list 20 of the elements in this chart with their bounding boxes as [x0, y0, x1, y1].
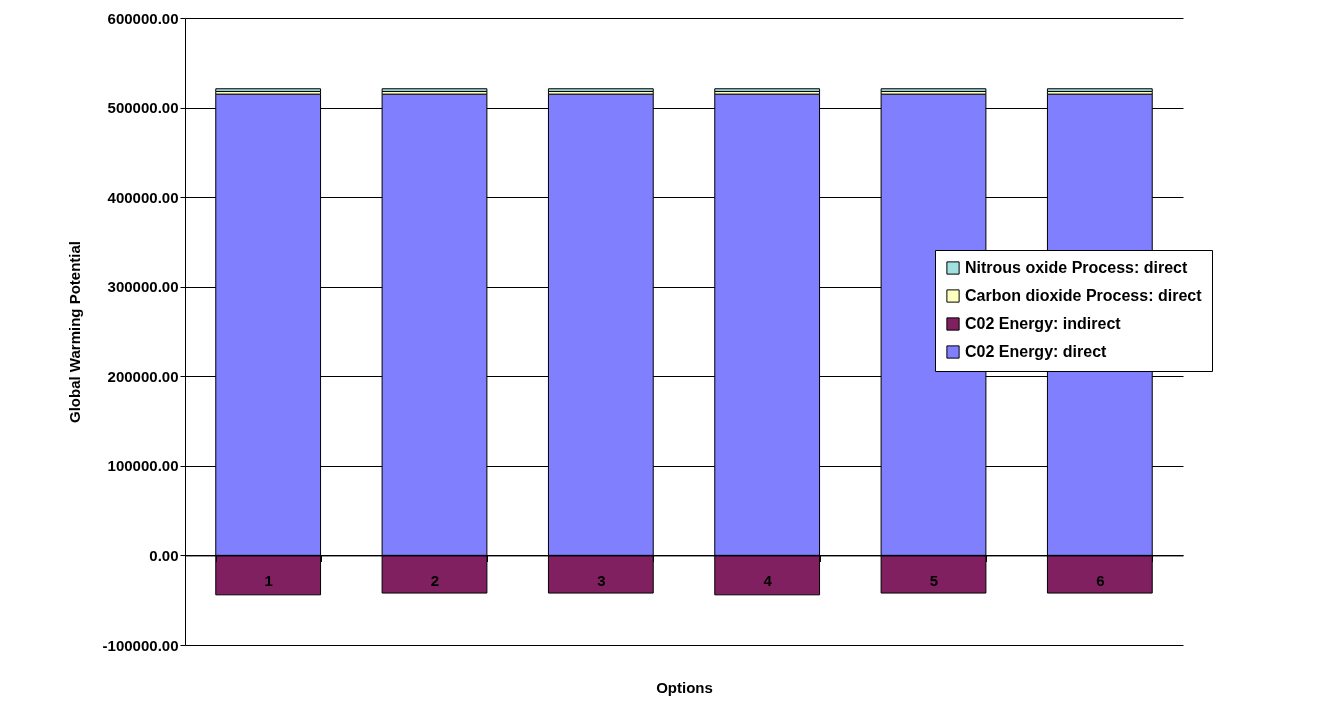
x-tick-label: 5	[929, 571, 939, 589]
y-tick-label: 0.00	[149, 546, 179, 564]
x-axis-title: Options	[656, 678, 713, 696]
legend-label: C02 Energy: direct	[965, 343, 1108, 360]
y-tick-label: 300000.00	[107, 278, 179, 296]
y-axis-title: Global Warming Potential	[65, 241, 83, 423]
legend-label: Carbon dioxide Process: direct	[965, 287, 1203, 304]
y-tick-label: 600000.00	[107, 9, 179, 27]
legend-label: Nitrous oxide Process: direct	[965, 259, 1188, 276]
y-tick-label: 500000.00	[107, 99, 179, 117]
legend-label: C02 Energy: indirect	[965, 315, 1122, 332]
x-tick-label: 1	[264, 571, 273, 589]
x-tick-label: 3	[597, 571, 606, 589]
y-tick-label: 400000.00	[107, 188, 179, 206]
x-tick-label: 4	[763, 571, 773, 589]
y-tick-label: 200000.00	[107, 367, 179, 385]
x-tick-label: 6	[1096, 571, 1105, 589]
y-tick-label: -100000.00	[102, 636, 179, 654]
x-tick-label: 2	[430, 571, 440, 589]
y-tick-label: 100000.00	[107, 457, 179, 475]
